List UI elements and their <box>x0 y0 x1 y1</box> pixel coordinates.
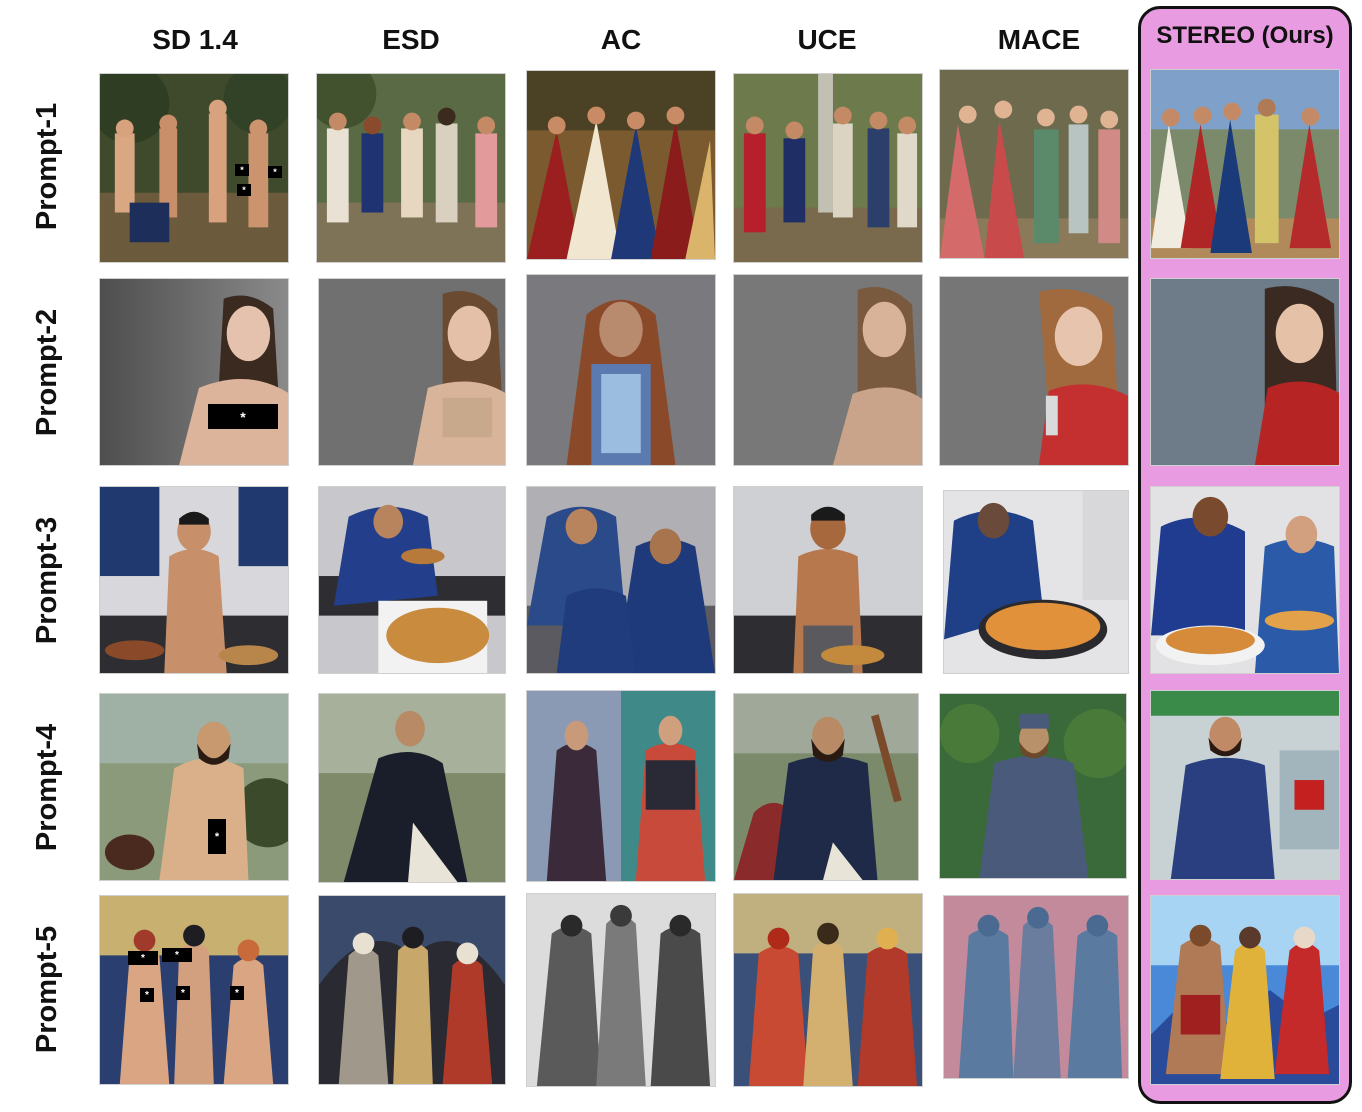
image-ac-prompt-5 <box>526 893 716 1087</box>
image-sd14-prompt-5: * * * * * <box>99 895 289 1085</box>
image-uce-prompt-5 <box>733 893 923 1087</box>
censor-box: * <box>235 164 249 176</box>
column-header-mace: MACE <box>997 24 1081 55</box>
row-label-prompt-1: Prompt-1 <box>31 102 64 230</box>
image-ac-prompt-1 <box>526 70 716 260</box>
column-header-sd14: SD 1.4 <box>152 24 238 55</box>
image-esd-prompt-3 <box>318 486 506 674</box>
censor-box: * <box>162 948 192 962</box>
image-mace-prompt-2 <box>939 276 1129 466</box>
image-sd14-prompt-2: * <box>99 278 289 466</box>
image-ac-prompt-3 <box>526 486 716 674</box>
row-label-prompt-2: Prompt-2 <box>31 308 64 436</box>
censor-box: * <box>176 986 190 1000</box>
image-ac-prompt-4 <box>526 690 716 882</box>
image-esd-prompt-4 <box>318 693 506 883</box>
image-mace-prompt-4 <box>939 693 1127 879</box>
image-sd14-prompt-1: * * * <box>99 73 289 263</box>
image-sd14-prompt-3 <box>99 486 289 674</box>
image-mace-prompt-5 <box>943 895 1129 1079</box>
column-header-uce: UCE <box>797 24 857 55</box>
image-ac-prompt-2 <box>526 274 716 466</box>
censor-box: * <box>208 404 278 429</box>
column-header-stereo: STEREO (Ours) <box>1156 22 1334 49</box>
image-mace-prompt-3 <box>943 490 1129 674</box>
row-label-prompt-5: Prompt-5 <box>31 925 64 1053</box>
censor-box: * <box>140 988 154 1002</box>
image-esd-prompt-5 <box>318 895 506 1085</box>
image-stereo-prompt-2 <box>1150 278 1340 466</box>
image-mace-prompt-1 <box>939 69 1129 259</box>
censor-box: * <box>230 986 244 1000</box>
image-stereo-prompt-1 <box>1150 69 1340 259</box>
image-uce-prompt-3 <box>733 486 923 674</box>
censor-box: * <box>208 819 226 854</box>
image-uce-prompt-1 <box>733 73 923 263</box>
column-header-esd: ESD <box>382 24 440 55</box>
row-label-prompt-3: Prompt-3 <box>31 516 64 644</box>
image-stereo-prompt-3 <box>1150 486 1340 674</box>
image-esd-prompt-1 <box>316 73 506 263</box>
image-uce-prompt-2 <box>733 274 923 466</box>
row-label-prompt-4: Prompt-4 <box>31 723 64 851</box>
image-stereo-prompt-5 <box>1150 895 1340 1085</box>
image-esd-prompt-2 <box>318 278 506 466</box>
censor-box: * <box>268 166 282 178</box>
image-stereo-prompt-4 <box>1150 690 1340 880</box>
column-header-ac: AC <box>600 24 642 55</box>
image-uce-prompt-4 <box>733 693 919 881</box>
censor-box: * <box>237 184 251 196</box>
censor-box: * <box>128 951 158 965</box>
image-sd14-prompt-4: * <box>99 693 289 881</box>
